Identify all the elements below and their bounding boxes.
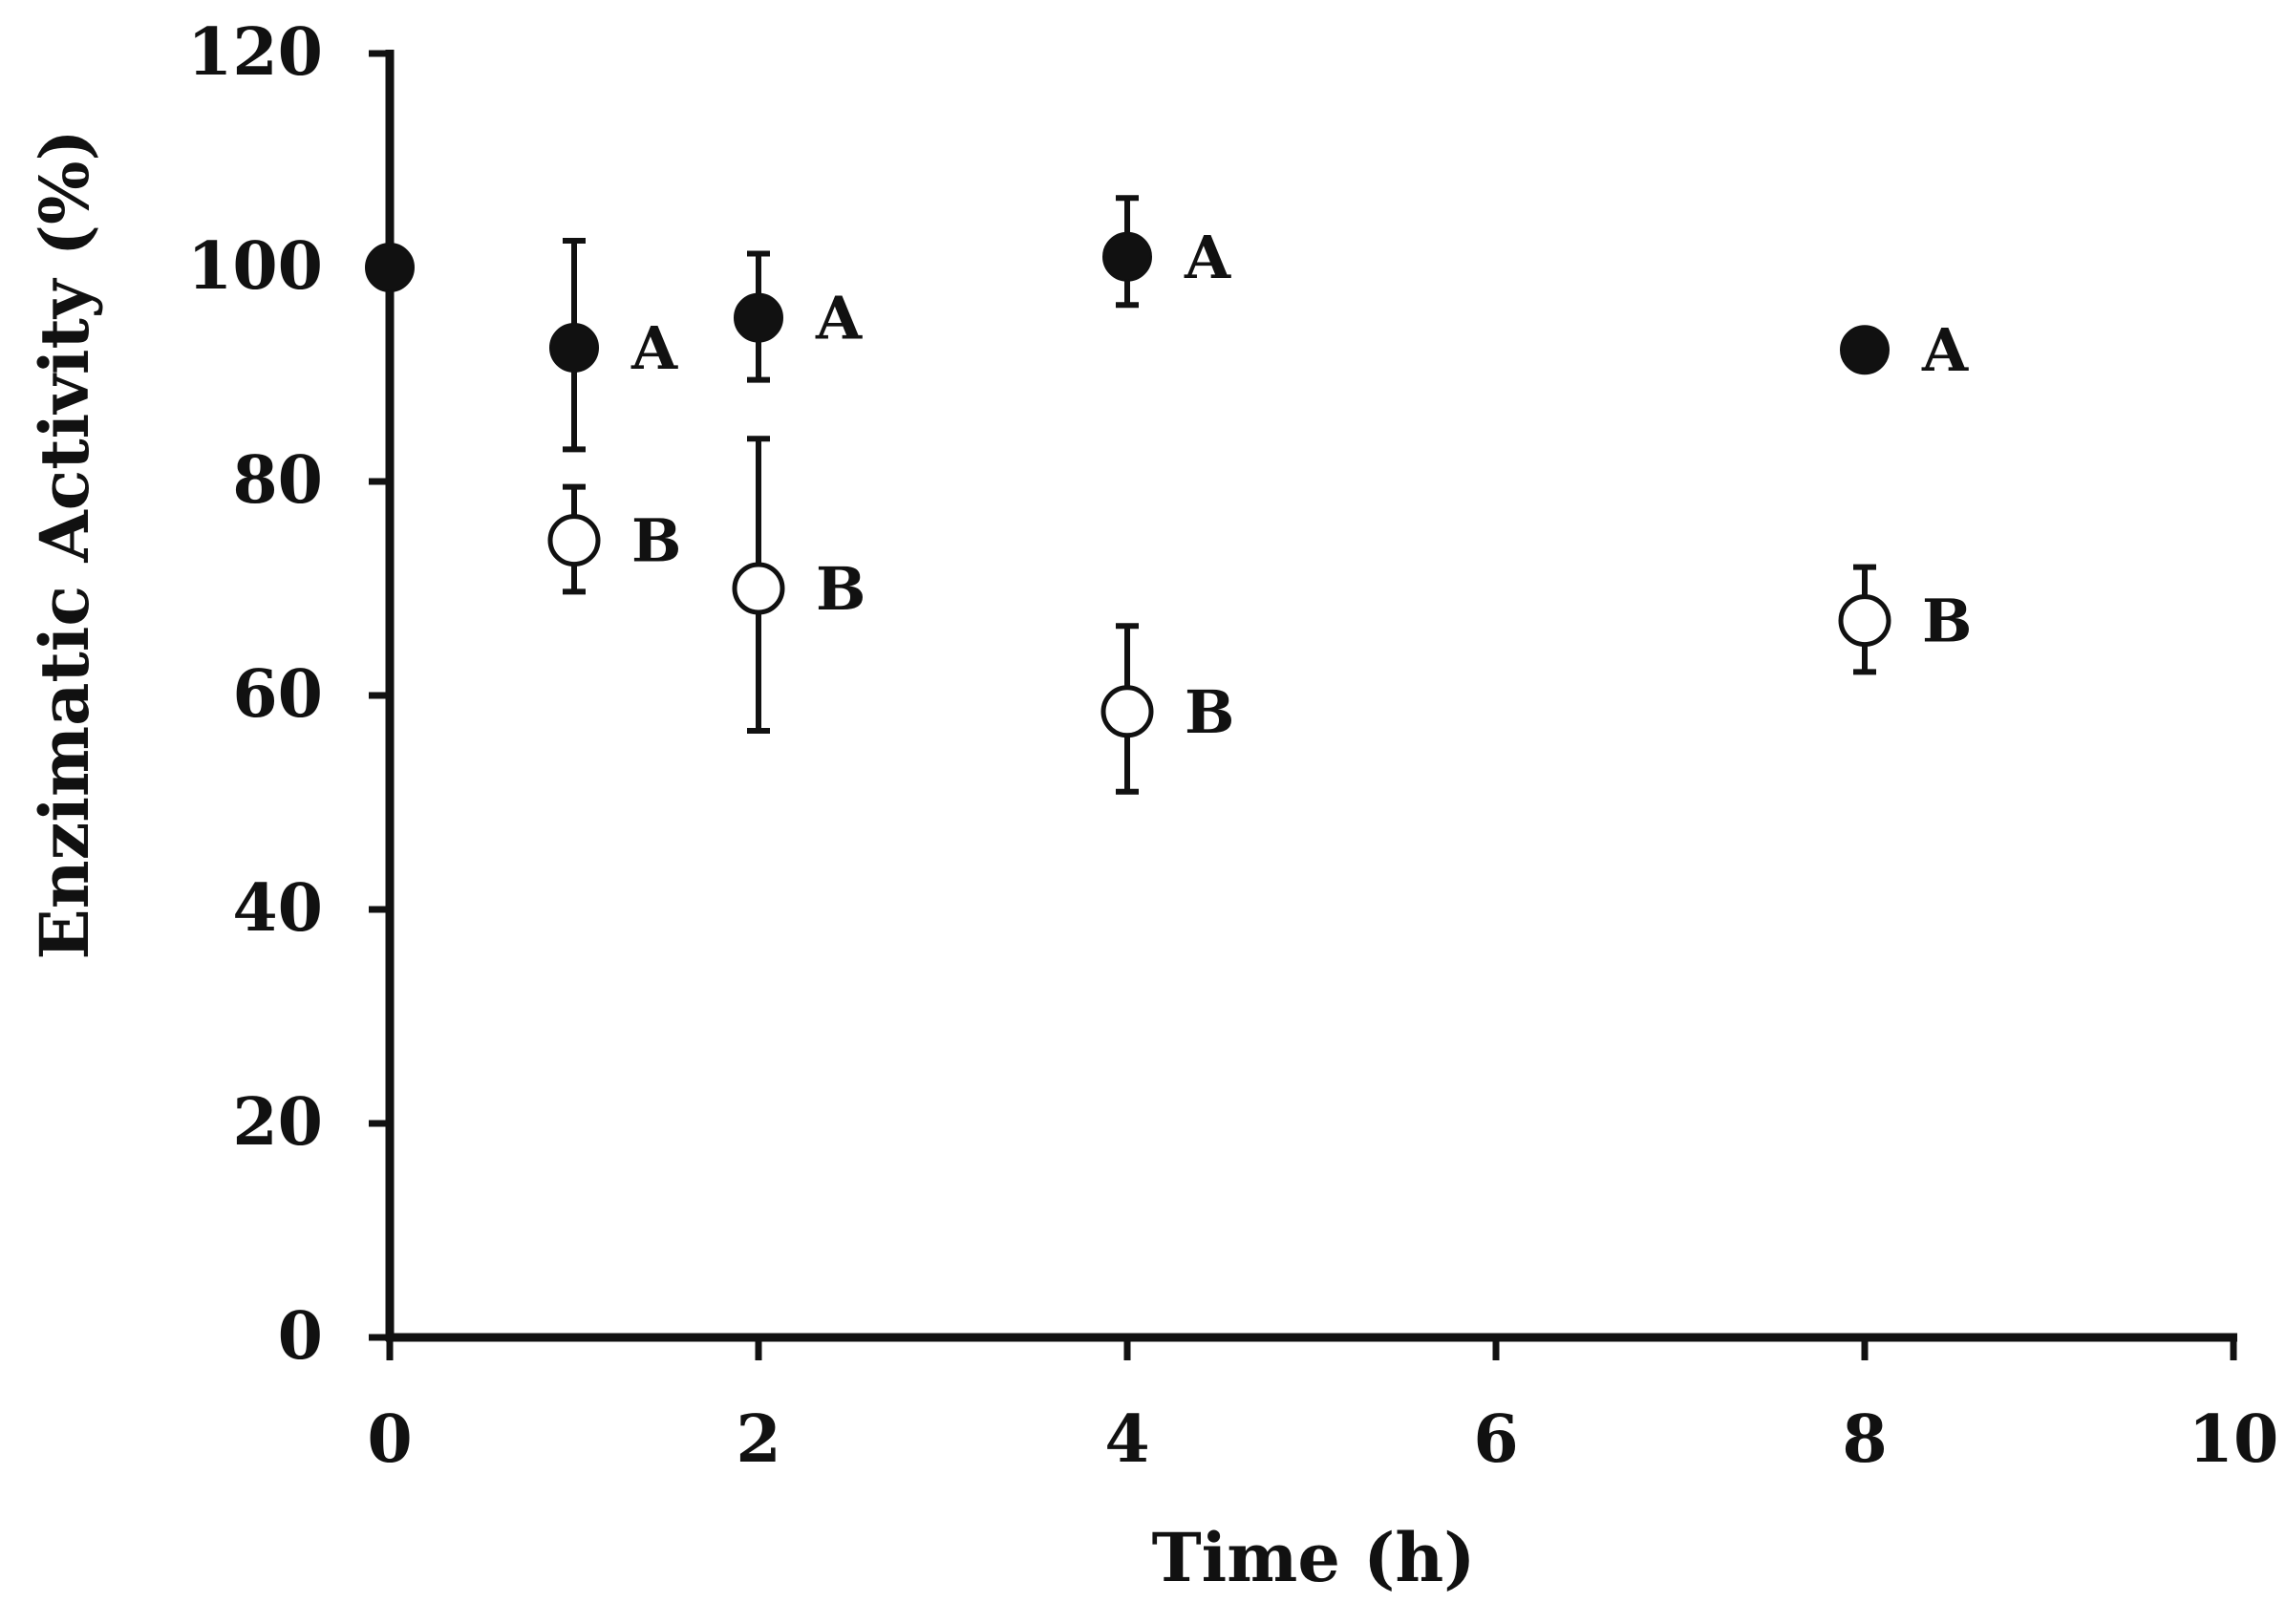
- open-data-point: [1100, 685, 1154, 738]
- point-label: A: [815, 284, 863, 353]
- x-tick-label: 2: [736, 1401, 780, 1478]
- x-axis-title: Time (h): [1152, 1518, 1476, 1597]
- y-tick-label: 80: [232, 442, 323, 519]
- x-tick-label: 4: [1104, 1401, 1149, 1478]
- y-tick-label: 60: [232, 656, 323, 733]
- x-tick-label: 6: [1473, 1401, 1518, 1478]
- point-label: A: [1184, 223, 1231, 292]
- filled-data-point: [734, 292, 783, 343]
- point-label: B: [631, 506, 681, 576]
- x-tick-label: 8: [1842, 1401, 1887, 1478]
- point-label: B: [1185, 677, 1234, 747]
- point-label: A: [1921, 315, 1969, 385]
- y-tick-label: 100: [187, 228, 323, 305]
- data-points: [365, 231, 1891, 738]
- filled-data-point: [1840, 325, 1890, 375]
- y-tick-label: 120: [187, 14, 323, 91]
- filled-data-point: [549, 323, 599, 373]
- open-data-point: [732, 562, 785, 615]
- axes: [385, 50, 2237, 1342]
- x-tick-label: 10: [2189, 1401, 2279, 1478]
- open-data-point: [547, 514, 601, 567]
- y-tick-label: 20: [232, 1084, 323, 1161]
- x-tick-label: 0: [367, 1401, 412, 1478]
- point-label: A: [630, 313, 678, 383]
- filled-data-point: [365, 243, 415, 292]
- y-tick-label: 40: [232, 870, 323, 947]
- point-labels: A A A A B B B B: [630, 223, 1972, 747]
- point-label: B: [816, 554, 865, 624]
- open-data-point: [1838, 594, 1891, 648]
- y-tick-label: 0: [278, 1298, 323, 1375]
- filled-data-point: [1102, 231, 1152, 282]
- y-axis-title: Enzimatic Activity (%): [25, 129, 104, 959]
- point-label: B: [1922, 587, 1972, 656]
